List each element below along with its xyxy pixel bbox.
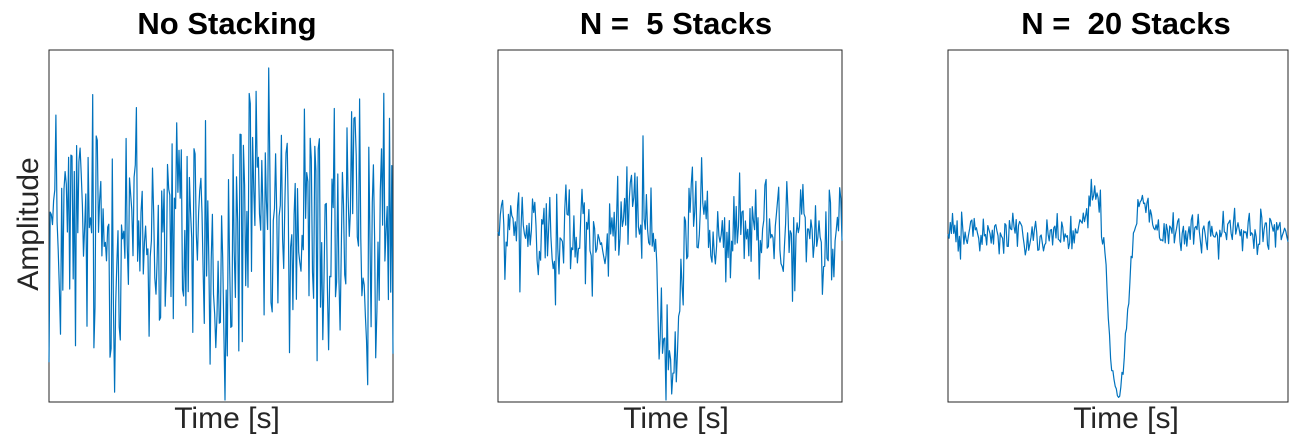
chart-title: N = 5 Stacks (579, 6, 773, 41)
waveform-series-line (497, 135, 843, 401)
chart-title: N = 20 Stacks (1021, 6, 1231, 41)
plot-area-1 (497, 49, 843, 403)
plot-area-0 (48, 49, 394, 403)
x-axis-label: Time [s] (623, 402, 729, 435)
x-axis-label: Time [s] (174, 402, 280, 435)
x-axis-label: Time [s] (1073, 402, 1179, 435)
axes-box (497, 49, 843, 403)
y-axis-label: Amplitude (12, 157, 45, 291)
panel-5-stacks: N = 5 Stacks Time [s] (476, 0, 876, 444)
plot-area-2 (947, 49, 1289, 403)
panel-no-stacking: No Stacking Time [s] (27, 0, 427, 444)
chart-title: No Stacking (137, 6, 317, 41)
panel-20-stacks: N = 20 Stacks Time [s] (926, 0, 1289, 444)
waveform-series-line (48, 67, 394, 401)
waveform-series-line (947, 178, 1289, 398)
